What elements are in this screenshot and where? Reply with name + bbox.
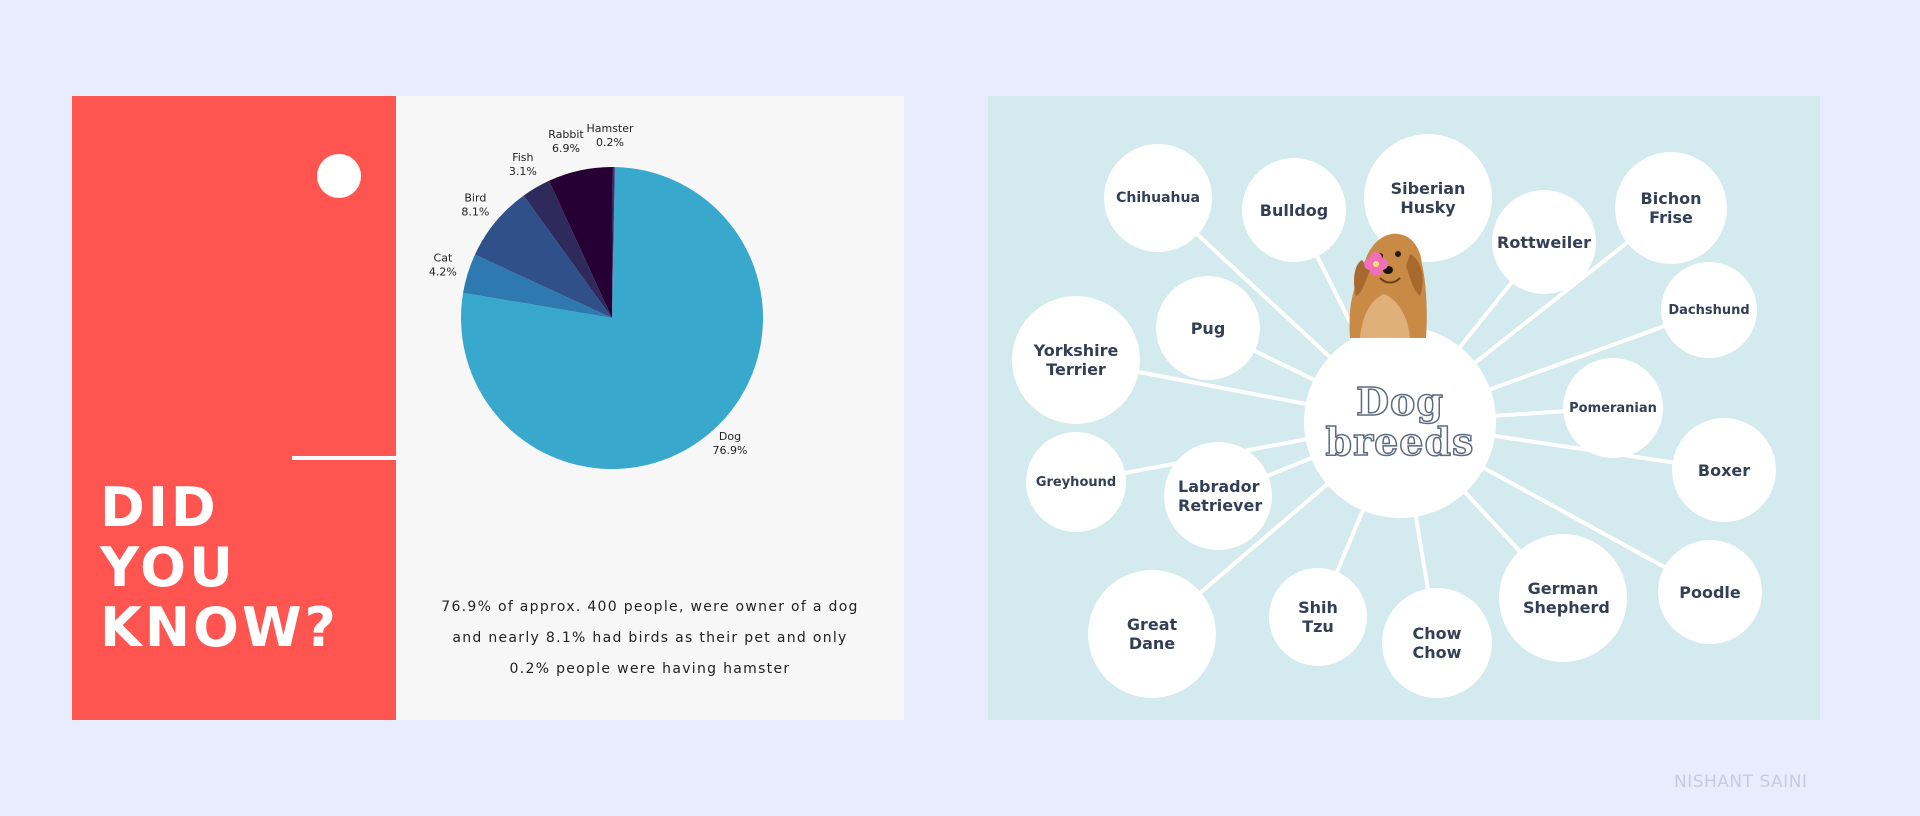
did-you-know-panel: DID YOU KNOW? Dog 76.9% Cat 4.2% Bird 8.1% Fis… (72, 96, 904, 720)
heading-line: YOU (100, 536, 236, 599)
center-bubble-dog-breeds: Dog breeds (1304, 326, 1496, 518)
pie-slice-dog (461, 167, 763, 469)
pie-caption: 76.9% of approx. 400 people, were owner … (396, 592, 904, 685)
caption-line: 76.9% of approx. 400 people, were owner … (441, 599, 859, 615)
breed-bubble-boxer: Boxer (1672, 418, 1776, 522)
breed-bubble-bichon-frise: Bichon Frise (1615, 152, 1727, 264)
pie-value-rabbit: 6.9% (552, 142, 580, 155)
pie-label-rabbit: Rabbit (548, 128, 584, 141)
breed-bubble-pomeranian: Pomeranian (1563, 358, 1663, 458)
author-signature: NISHANT SAINI (1674, 772, 1808, 792)
pie-slice-cat (463, 254, 612, 318)
pie-label-bird: Bird (464, 191, 486, 204)
breed-bubble-labrador-retriever: Labrador Retriever (1164, 442, 1272, 550)
pie-label-hamster: Hamster (586, 122, 634, 135)
breed-bubble-chihuahua: Chihuahua (1104, 144, 1212, 252)
breed-bubble-rottweiler: Rottweiler (1492, 190, 1596, 294)
breed-bubble-poodle: Poodle (1658, 540, 1762, 644)
golden-retriever-illustration (1349, 233, 1427, 338)
pie-label-fish: Fish (512, 151, 533, 164)
pie-slice-bird (474, 195, 612, 318)
pie-label-dog: Dog (719, 430, 741, 443)
breed-bubble-dachshund: Dachshund (1661, 262, 1757, 358)
breed-bubble-greyhound: Greyhound (1026, 432, 1126, 532)
did-you-know-heading: DID YOU KNOW? (100, 478, 339, 658)
breed-bubble-shih-tzu: Shih Tzu (1269, 568, 1367, 666)
pie-value-dog: 76.9% (713, 444, 748, 457)
center-title-line: Dog (1355, 379, 1444, 424)
pie-value-bird: 8.1% (461, 205, 489, 218)
breed-bubble-chow-chow: Chow Chow (1382, 588, 1492, 698)
heading-line: DID (100, 476, 219, 539)
pie-slice-fish (523, 180, 612, 318)
center-title-line: breeds (1325, 419, 1475, 464)
white-dot-decoration (317, 154, 361, 198)
breed-bubble-pug: Pug (1156, 276, 1260, 380)
pie-value-hamster: 0.2% (596, 136, 624, 149)
white-line-decoration (292, 456, 396, 460)
dog-breeds-panel: Chihuahua Bulldog Siberian Husky Rottwei… (988, 96, 1820, 720)
red-heading-block: DID YOU KNOW? (72, 96, 396, 720)
breed-bubble-german-shepherd: German Shepherd (1499, 534, 1627, 662)
breed-bubble-bulldog: Bulldog (1242, 158, 1346, 262)
pie-label-cat: Cat (434, 252, 453, 265)
breed-bubble-great-dane: Great Dane (1088, 570, 1216, 698)
pie-value-fish: 3.1% (509, 165, 537, 178)
heading-line: KNOW? (100, 596, 339, 659)
breed-bubble-yorkshire-terrier: Yorkshire Terrier (1012, 296, 1140, 424)
pie-slice-rabbit (549, 167, 613, 318)
pie-slice-hamster (612, 167, 615, 318)
caption-line: and nearly 8.1% had birds as their pet a… (452, 630, 848, 646)
caption-line: 0.2% people were having hamster (509, 661, 791, 677)
pie-value-cat: 4.2% (429, 266, 457, 279)
